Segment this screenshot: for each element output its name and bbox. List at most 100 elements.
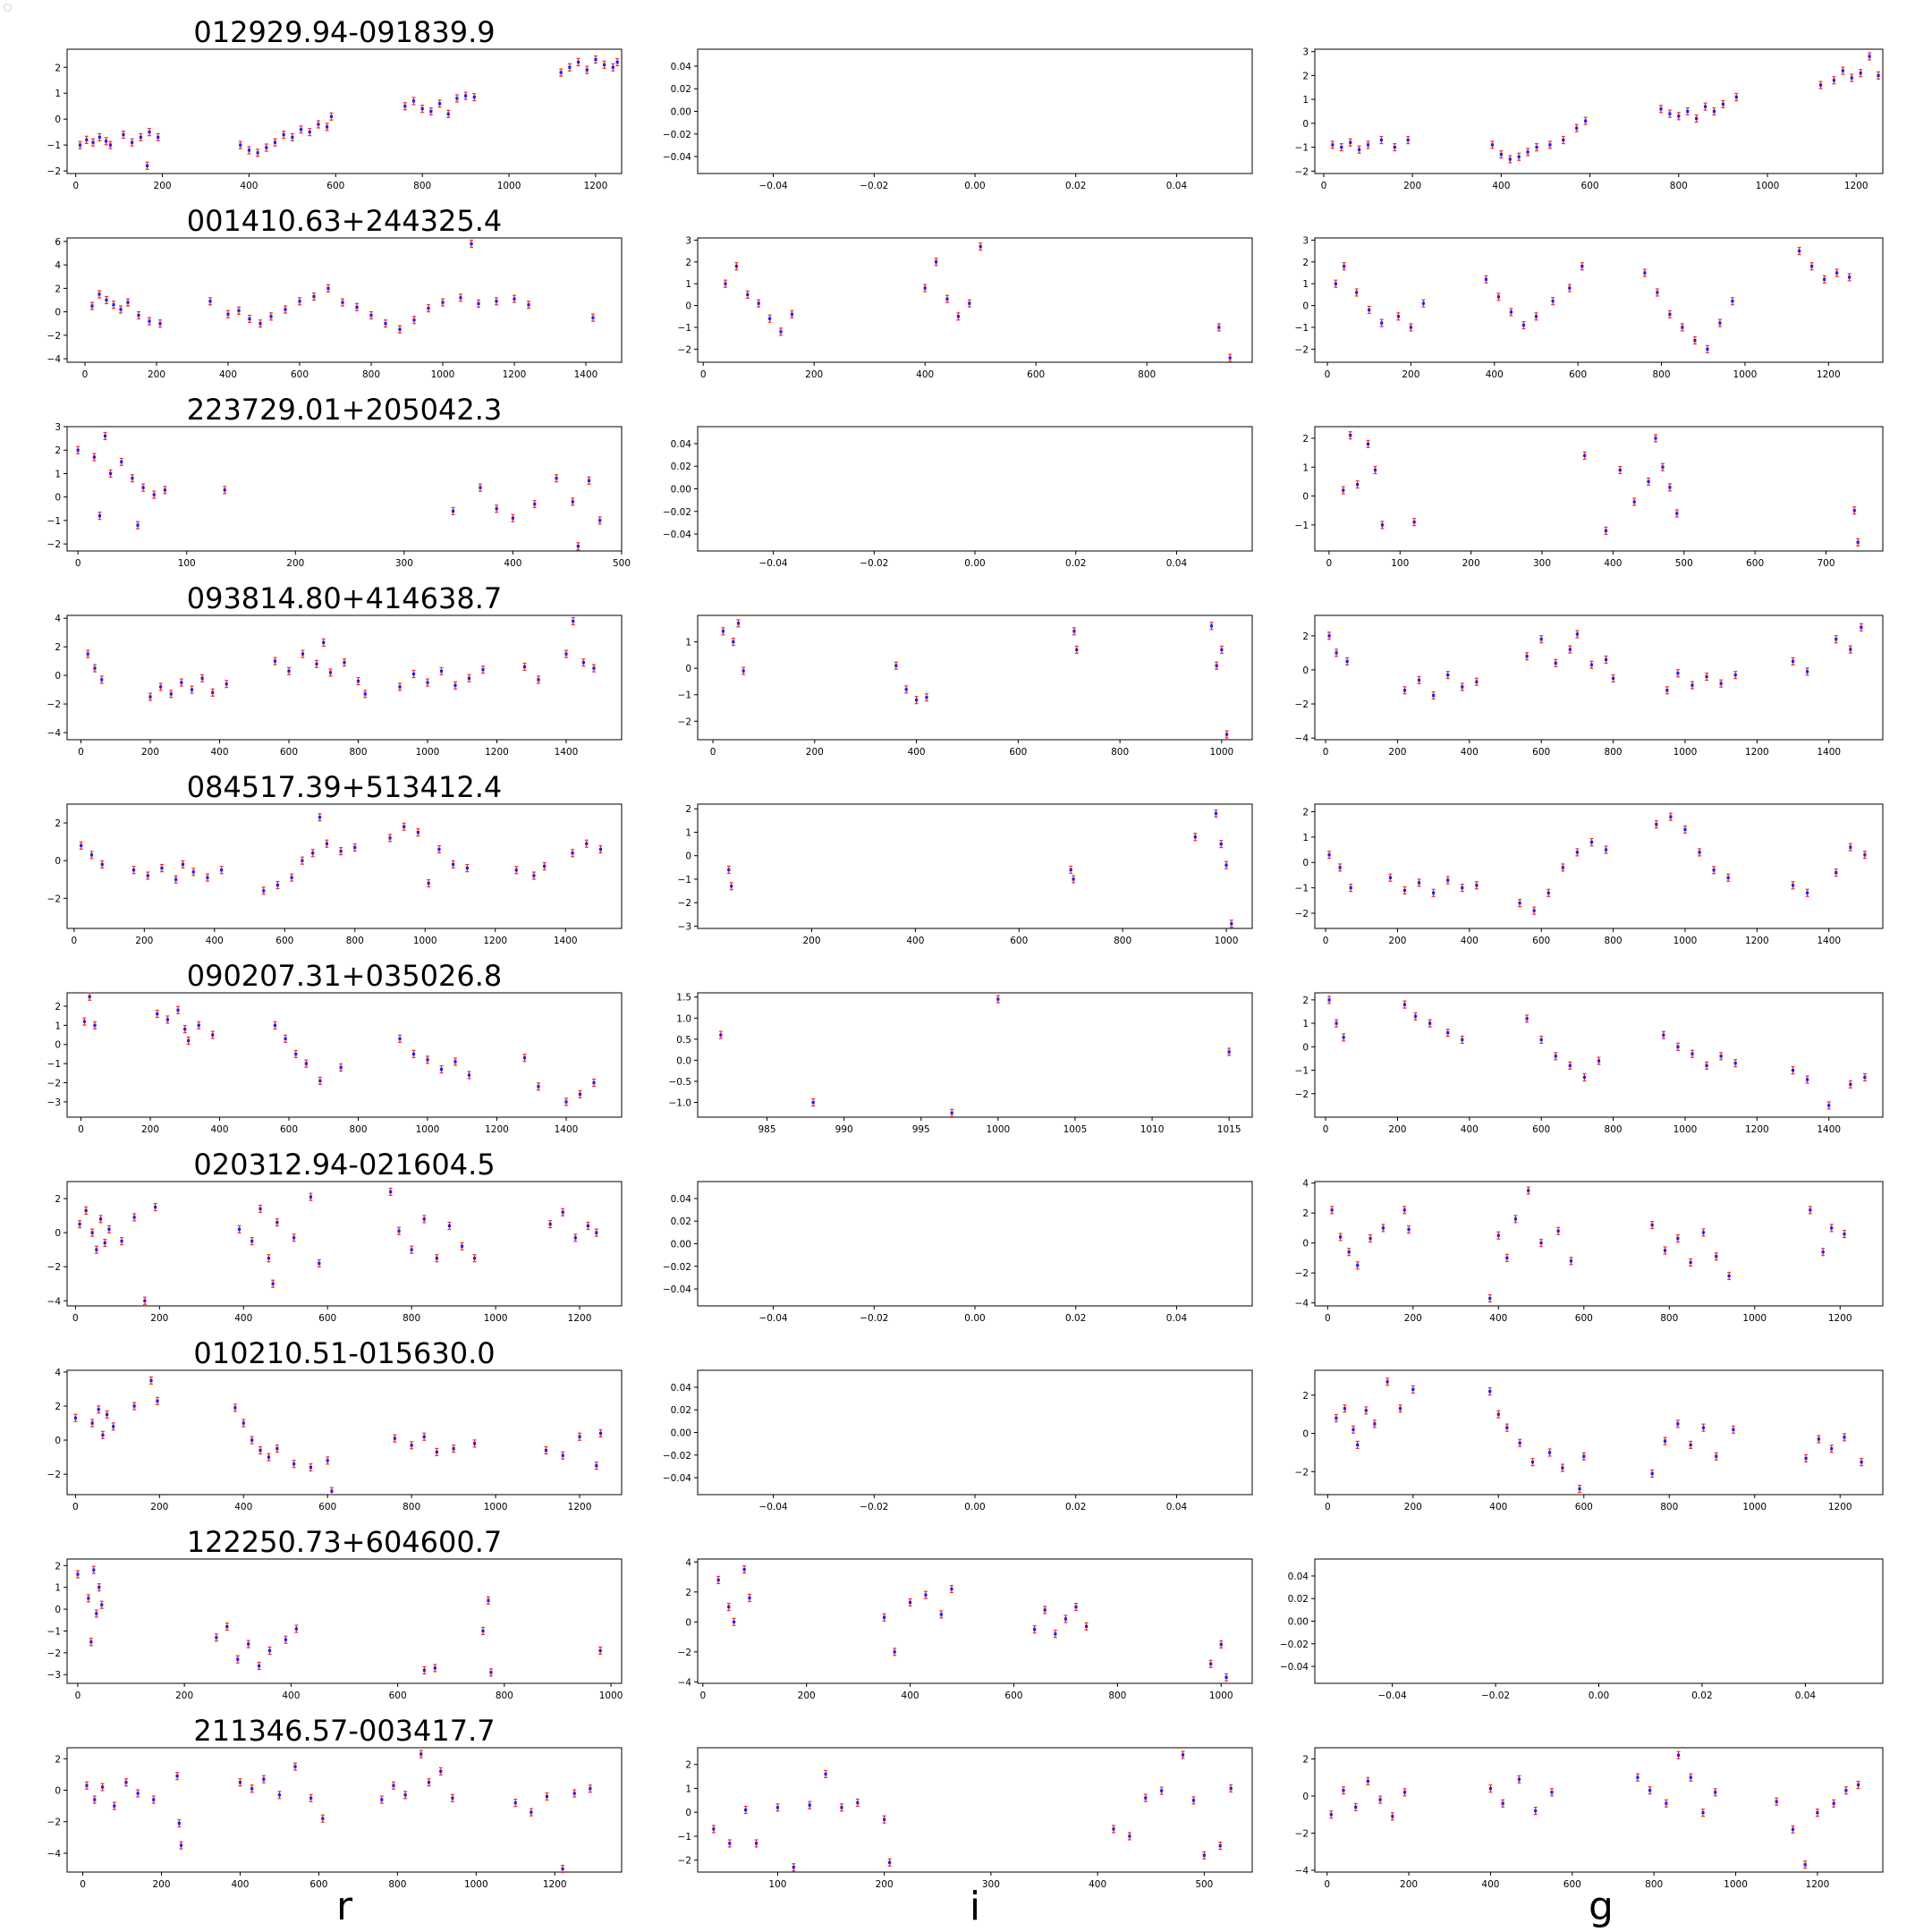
- data-point: [121, 130, 125, 140]
- x-tick-label: 1200: [503, 369, 527, 380]
- point-marker: [1446, 878, 1450, 882]
- data-point: [1402, 886, 1407, 895]
- x-tick-label: 1200: [1828, 1313, 1852, 1324]
- x-tick-label: 200: [1404, 1313, 1422, 1324]
- point-marker: [888, 1860, 892, 1864]
- point-marker: [411, 1052, 416, 1056]
- point-marker: [89, 853, 94, 857]
- data-point: [391, 1781, 395, 1790]
- data-point: [97, 1583, 101, 1592]
- point-marker: [242, 1421, 245, 1425]
- data-point: [1663, 1246, 1667, 1255]
- point-marker: [439, 1067, 444, 1072]
- point-marker: [329, 114, 334, 118]
- data-point: [1568, 645, 1572, 654]
- point-marker: [131, 477, 134, 480]
- x-tick-label: 200: [154, 181, 172, 191]
- point-marker: [1327, 634, 1331, 638]
- x-tick-label: −0.04: [758, 1313, 787, 1324]
- data-point: [893, 1648, 897, 1657]
- point-marker: [1582, 1454, 1586, 1458]
- point-marker: [1054, 1632, 1057, 1636]
- point-marker: [1719, 682, 1723, 685]
- subplot-row-title: 093814.80+414638.7: [187, 581, 503, 615]
- point-marker: [273, 140, 277, 144]
- data-point: [123, 1778, 128, 1787]
- point-marker: [1191, 1799, 1196, 1802]
- data-point: [1701, 1228, 1706, 1237]
- y-tick-label: 2: [1302, 631, 1309, 642]
- data-point: [1847, 273, 1852, 282]
- x-tick-label: 0.02: [1065, 1502, 1086, 1513]
- point-marker: [1668, 112, 1672, 115]
- data-point: [205, 873, 209, 882]
- data-point: [419, 1750, 423, 1758]
- point-marker: [290, 876, 293, 879]
- point-marker: [527, 303, 530, 307]
- point-marker: [437, 847, 441, 852]
- data-point: [481, 665, 485, 674]
- point-marker: [325, 842, 328, 845]
- y-tick-label: 2: [1302, 1754, 1309, 1765]
- point-marker: [513, 297, 516, 301]
- point-marker: [543, 864, 547, 869]
- data-point: [1354, 288, 1359, 297]
- point-marker: [410, 1248, 413, 1251]
- point-marker: [467, 676, 471, 680]
- axes-frame: [1314, 992, 1884, 1118]
- point-marker: [935, 260, 938, 264]
- point-marker: [1539, 638, 1543, 641]
- x-tick-label: 800: [1660, 1313, 1678, 1324]
- point-marker: [1683, 827, 1687, 831]
- point-marker: [453, 1060, 457, 1063]
- axes-frame: [1314, 1747, 1884, 1873]
- y-tick-label: −2: [47, 1818, 61, 1828]
- point-marker: [914, 699, 919, 702]
- point-marker: [1461, 886, 1464, 890]
- data-point: [258, 1204, 263, 1214]
- data-point: [1791, 657, 1795, 666]
- data-point: [586, 1221, 590, 1231]
- point-marker: [76, 1572, 80, 1576]
- data-point: [542, 861, 547, 871]
- data-point: [727, 1839, 732, 1848]
- subplot-panel-r: 0 200 400 600 800 1000 1200−4−202: [47, 1181, 623, 1324]
- point-marker: [1342, 1036, 1345, 1039]
- data-point: [757, 299, 761, 308]
- y-tick-label: 1: [1302, 279, 1309, 290]
- x-tick-label: 1400: [574, 369, 598, 380]
- point-marker: [719, 1033, 723, 1037]
- data-point: [573, 1233, 578, 1242]
- point-marker: [419, 1752, 423, 1756]
- data-point: [1504, 1423, 1509, 1432]
- point-marker: [1366, 1779, 1369, 1783]
- point-marker: [317, 123, 320, 126]
- data-point: [1329, 1810, 1334, 1819]
- data-point: [1445, 1028, 1450, 1038]
- x-tick-label: 0.04: [1166, 1502, 1188, 1513]
- x-tick-label: 1000: [416, 1124, 440, 1135]
- point-marker: [1816, 1811, 1819, 1815]
- point-marker: [293, 1765, 297, 1768]
- point-marker: [924, 1593, 928, 1597]
- data-point: [472, 92, 477, 102]
- x-tick-label: 0: [78, 1124, 84, 1135]
- data-point: [1676, 112, 1681, 121]
- point-marker: [388, 836, 392, 840]
- subplot-rows: 012929.94-091839.90 200 400 600 800 1000 1200−…: [47, 15, 1884, 1890]
- x-tick-label: 200: [806, 747, 824, 758]
- y-tick-label: 0.00: [671, 107, 691, 118]
- axes-frame: [66, 992, 623, 1118]
- data-point: [1209, 622, 1214, 631]
- point-marker: [1676, 672, 1680, 675]
- y-tick-label: 2: [55, 818, 61, 829]
- point-marker: [1488, 1389, 1492, 1394]
- data-point: [923, 1590, 928, 1599]
- point-marker: [1706, 347, 1709, 351]
- point-marker: [1349, 434, 1352, 437]
- x-tick-label: 400: [206, 936, 224, 946]
- point-marker: [1643, 271, 1647, 275]
